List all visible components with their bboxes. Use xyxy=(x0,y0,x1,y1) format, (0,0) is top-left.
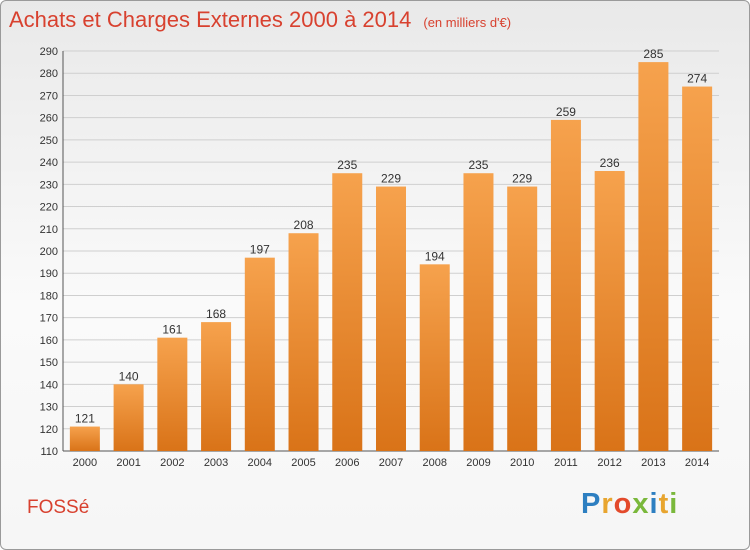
data-label: 229 xyxy=(381,172,401,186)
x-tick-label: 2010 xyxy=(510,457,534,469)
y-tick-label: 150 xyxy=(40,357,58,369)
y-tick-label: 120 xyxy=(40,424,58,436)
x-tick-label: 2012 xyxy=(597,457,621,469)
proxiti-logo: Proxiti xyxy=(581,488,678,521)
logo-letter: i xyxy=(649,488,659,520)
y-tick-label: 230 xyxy=(40,179,58,191)
x-tick-label: 2003 xyxy=(204,457,228,469)
x-tick-label: 2011 xyxy=(554,457,578,469)
x-tick-label: 2000 xyxy=(73,457,97,469)
bar xyxy=(69,426,100,451)
logo-letter: P xyxy=(581,488,602,520)
data-label: 168 xyxy=(206,307,226,321)
x-tick-label: 2004 xyxy=(248,457,272,469)
logo-letter: r xyxy=(601,488,614,520)
data-label: 140 xyxy=(119,369,139,383)
x-tick-label: 2001 xyxy=(116,457,140,469)
y-tick-label: 160 xyxy=(40,335,58,347)
y-tick-label: 220 xyxy=(40,202,58,214)
logo-letter: x xyxy=(632,488,650,520)
title-text: Achats et Charges Externes 2000 à 2014 xyxy=(9,7,412,32)
y-tick-label: 140 xyxy=(40,379,58,391)
data-label: 285 xyxy=(643,47,663,61)
y-tick-label: 190 xyxy=(40,268,58,280)
y-tick-label: 170 xyxy=(40,313,58,325)
bar xyxy=(594,171,625,451)
unit-label: (en milliers d'€) xyxy=(423,15,512,30)
x-tick-label: 2005 xyxy=(291,457,315,469)
y-tick-label: 180 xyxy=(40,290,58,302)
data-label: 194 xyxy=(425,249,445,263)
bar xyxy=(463,173,494,451)
bar xyxy=(244,257,275,451)
logo-letter: t xyxy=(658,488,670,520)
bar xyxy=(157,337,188,451)
data-label: 274 xyxy=(687,72,707,86)
x-tick-label: 2013 xyxy=(641,457,665,469)
data-label: 235 xyxy=(337,158,357,172)
x-tick-label: 2006 xyxy=(335,457,359,469)
bar xyxy=(550,119,581,451)
data-label: 229 xyxy=(512,172,532,186)
bar xyxy=(201,322,232,451)
bar xyxy=(419,264,450,451)
x-tick-label: 2002 xyxy=(160,457,184,469)
data-label: 259 xyxy=(556,105,576,119)
bar xyxy=(113,384,144,451)
y-tick-label: 290 xyxy=(40,46,58,58)
y-tick-label: 250 xyxy=(40,135,58,147)
x-tick-label: 2007 xyxy=(379,457,403,469)
data-label: 235 xyxy=(468,158,488,172)
y-tick-label: 110 xyxy=(40,446,58,458)
y-tick-label: 280 xyxy=(40,68,58,80)
x-tick-label: 2014 xyxy=(685,457,709,469)
town-name: FOSSé xyxy=(27,497,90,518)
logo-letter: i xyxy=(669,488,679,520)
bar xyxy=(507,186,538,452)
data-label: 208 xyxy=(294,218,314,232)
logo-letter: o xyxy=(613,488,633,520)
y-tick-label: 200 xyxy=(40,246,58,258)
chart-title: Achats et Charges Externes 2000 à 2014 (e… xyxy=(9,7,511,33)
y-tick-label: 260 xyxy=(40,113,58,125)
y-tick-label: 240 xyxy=(40,157,58,169)
x-tick-label: 2008 xyxy=(422,457,446,469)
bar xyxy=(682,86,713,452)
y-tick-label: 210 xyxy=(40,224,58,236)
bar xyxy=(288,233,319,451)
y-tick-label: 270 xyxy=(40,90,58,102)
bar xyxy=(638,62,669,451)
y-tick-label: 130 xyxy=(40,402,58,414)
bar xyxy=(376,186,406,452)
bar xyxy=(332,173,363,451)
data-label: 161 xyxy=(162,323,182,337)
data-label: 197 xyxy=(250,243,270,257)
x-tick-label: 2009 xyxy=(466,457,490,469)
data-label: 236 xyxy=(600,156,620,170)
data-label: 121 xyxy=(75,412,95,426)
